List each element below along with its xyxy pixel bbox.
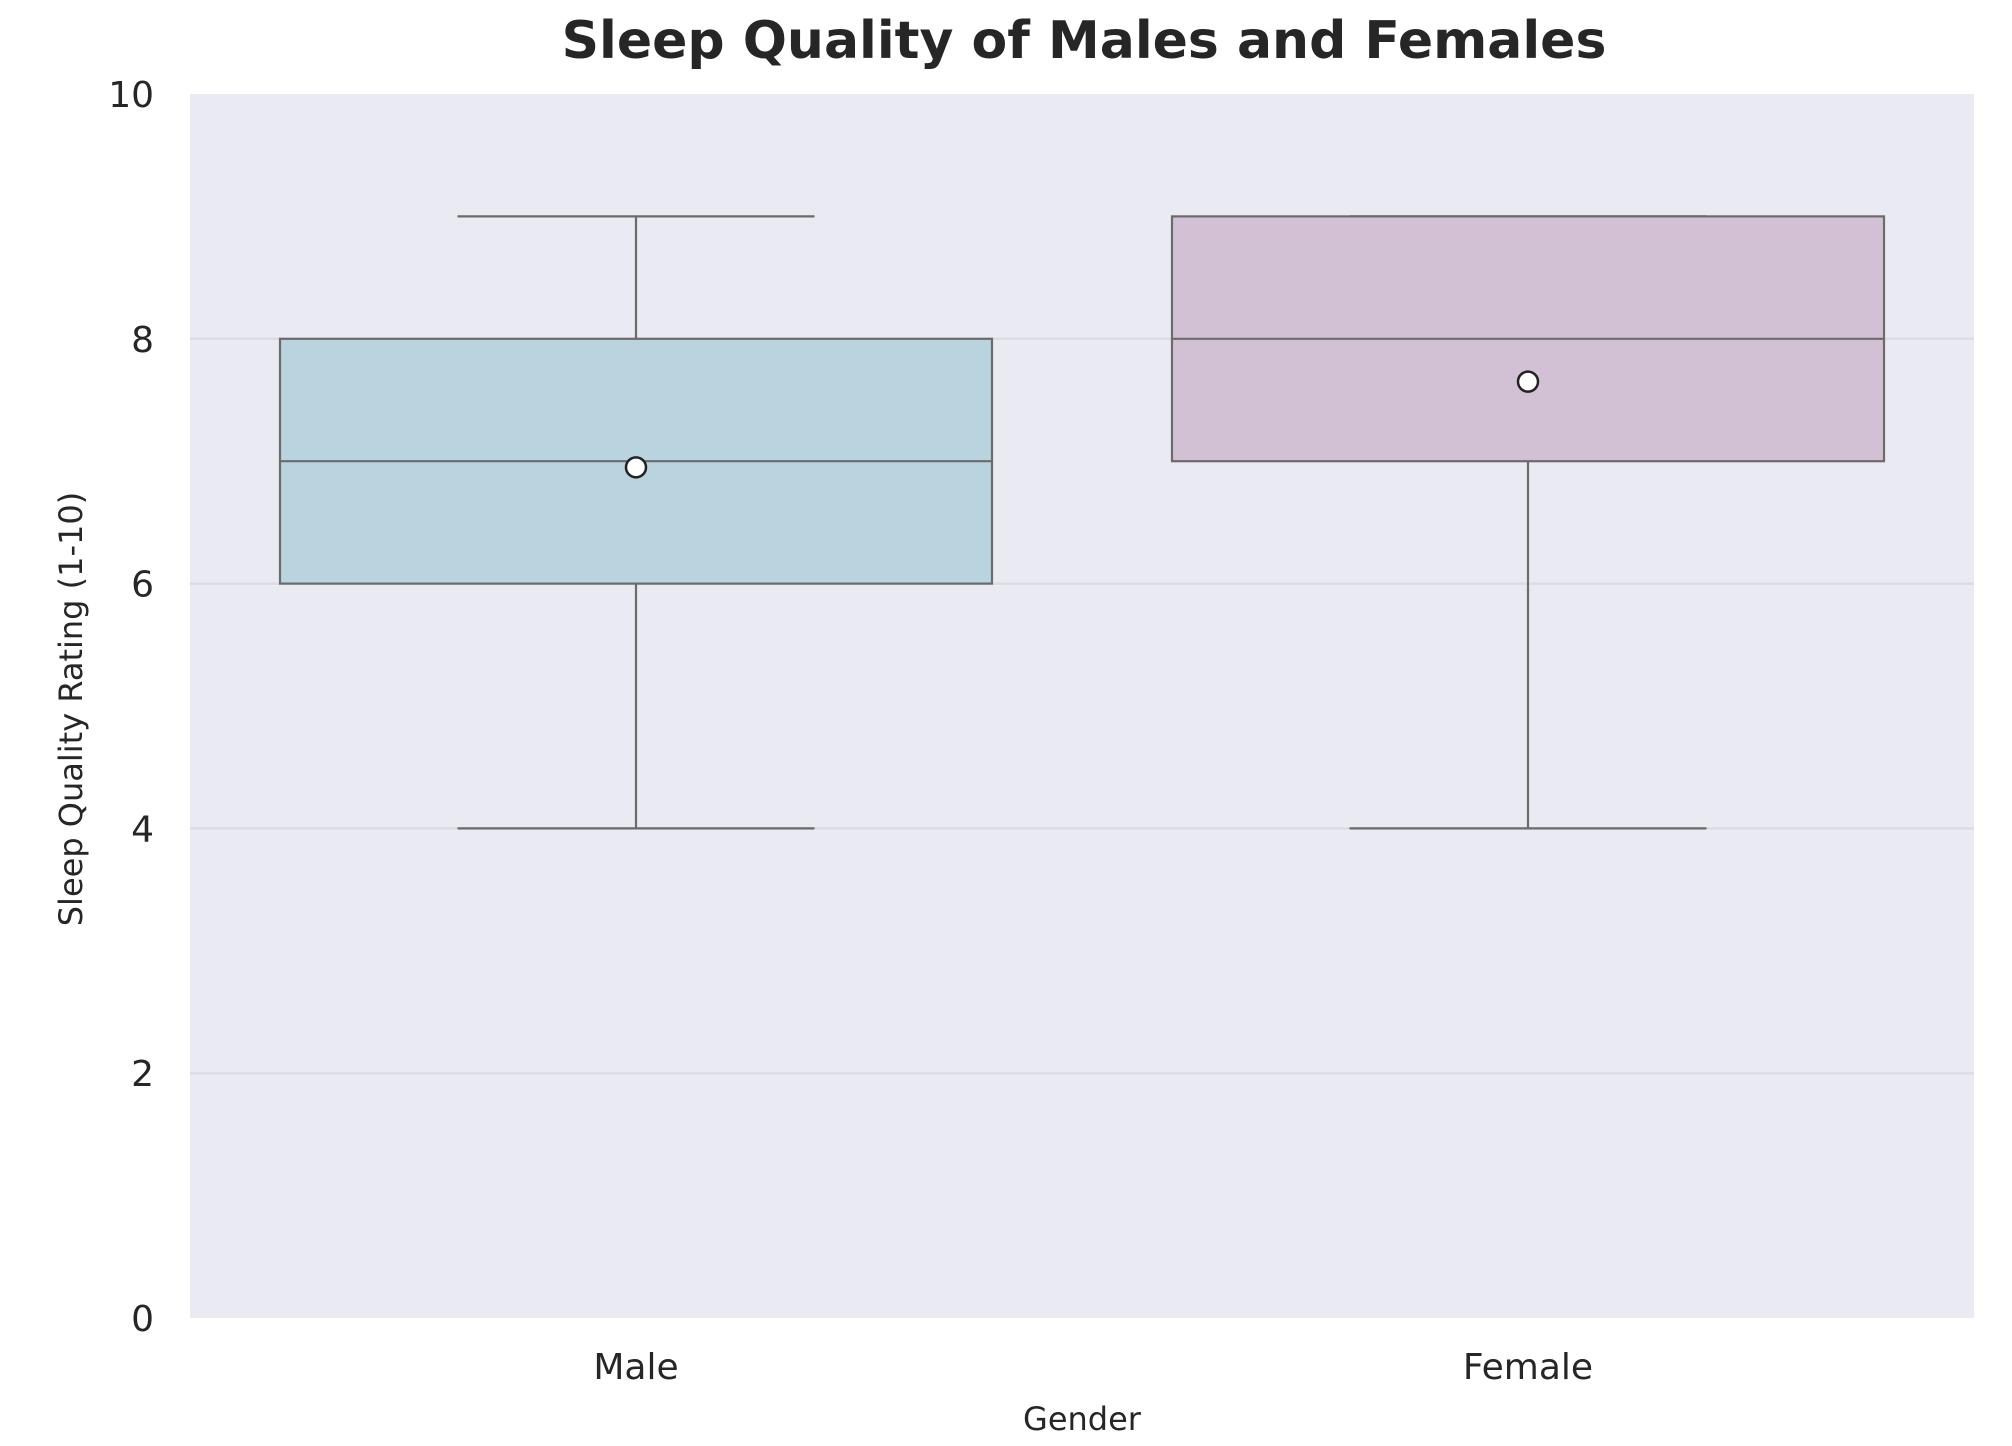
boxes bbox=[278, 215, 1886, 830]
y-tick-label: 10 bbox=[108, 75, 154, 116]
y-tick-label: 4 bbox=[131, 809, 154, 850]
mean-marker bbox=[624, 456, 648, 479]
x-axis-ticks: Male Female bbox=[593, 1347, 1593, 1388]
y-axis-ticks: 0 2 4 6 8 10 bbox=[108, 75, 154, 1340]
x-tick-label: Male bbox=[593, 1347, 678, 1388]
y-tick-label: 8 bbox=[131, 320, 154, 361]
chart-title: Sleep Quality of Males and Females bbox=[562, 11, 1607, 71]
y-tick-label: 0 bbox=[131, 1299, 154, 1340]
y-tick-label: 6 bbox=[131, 565, 154, 606]
box-male bbox=[278, 215, 994, 830]
y-axis-label: Sleep Quality Rating (1-10) bbox=[52, 492, 90, 927]
x-tick-label: Female bbox=[1463, 1347, 1593, 1388]
y-tick-label: 2 bbox=[131, 1054, 154, 1095]
x-axis-label: Gender bbox=[1023, 1400, 1142, 1438]
mean-marker bbox=[1516, 370, 1540, 393]
box-female bbox=[1170, 215, 1886, 830]
